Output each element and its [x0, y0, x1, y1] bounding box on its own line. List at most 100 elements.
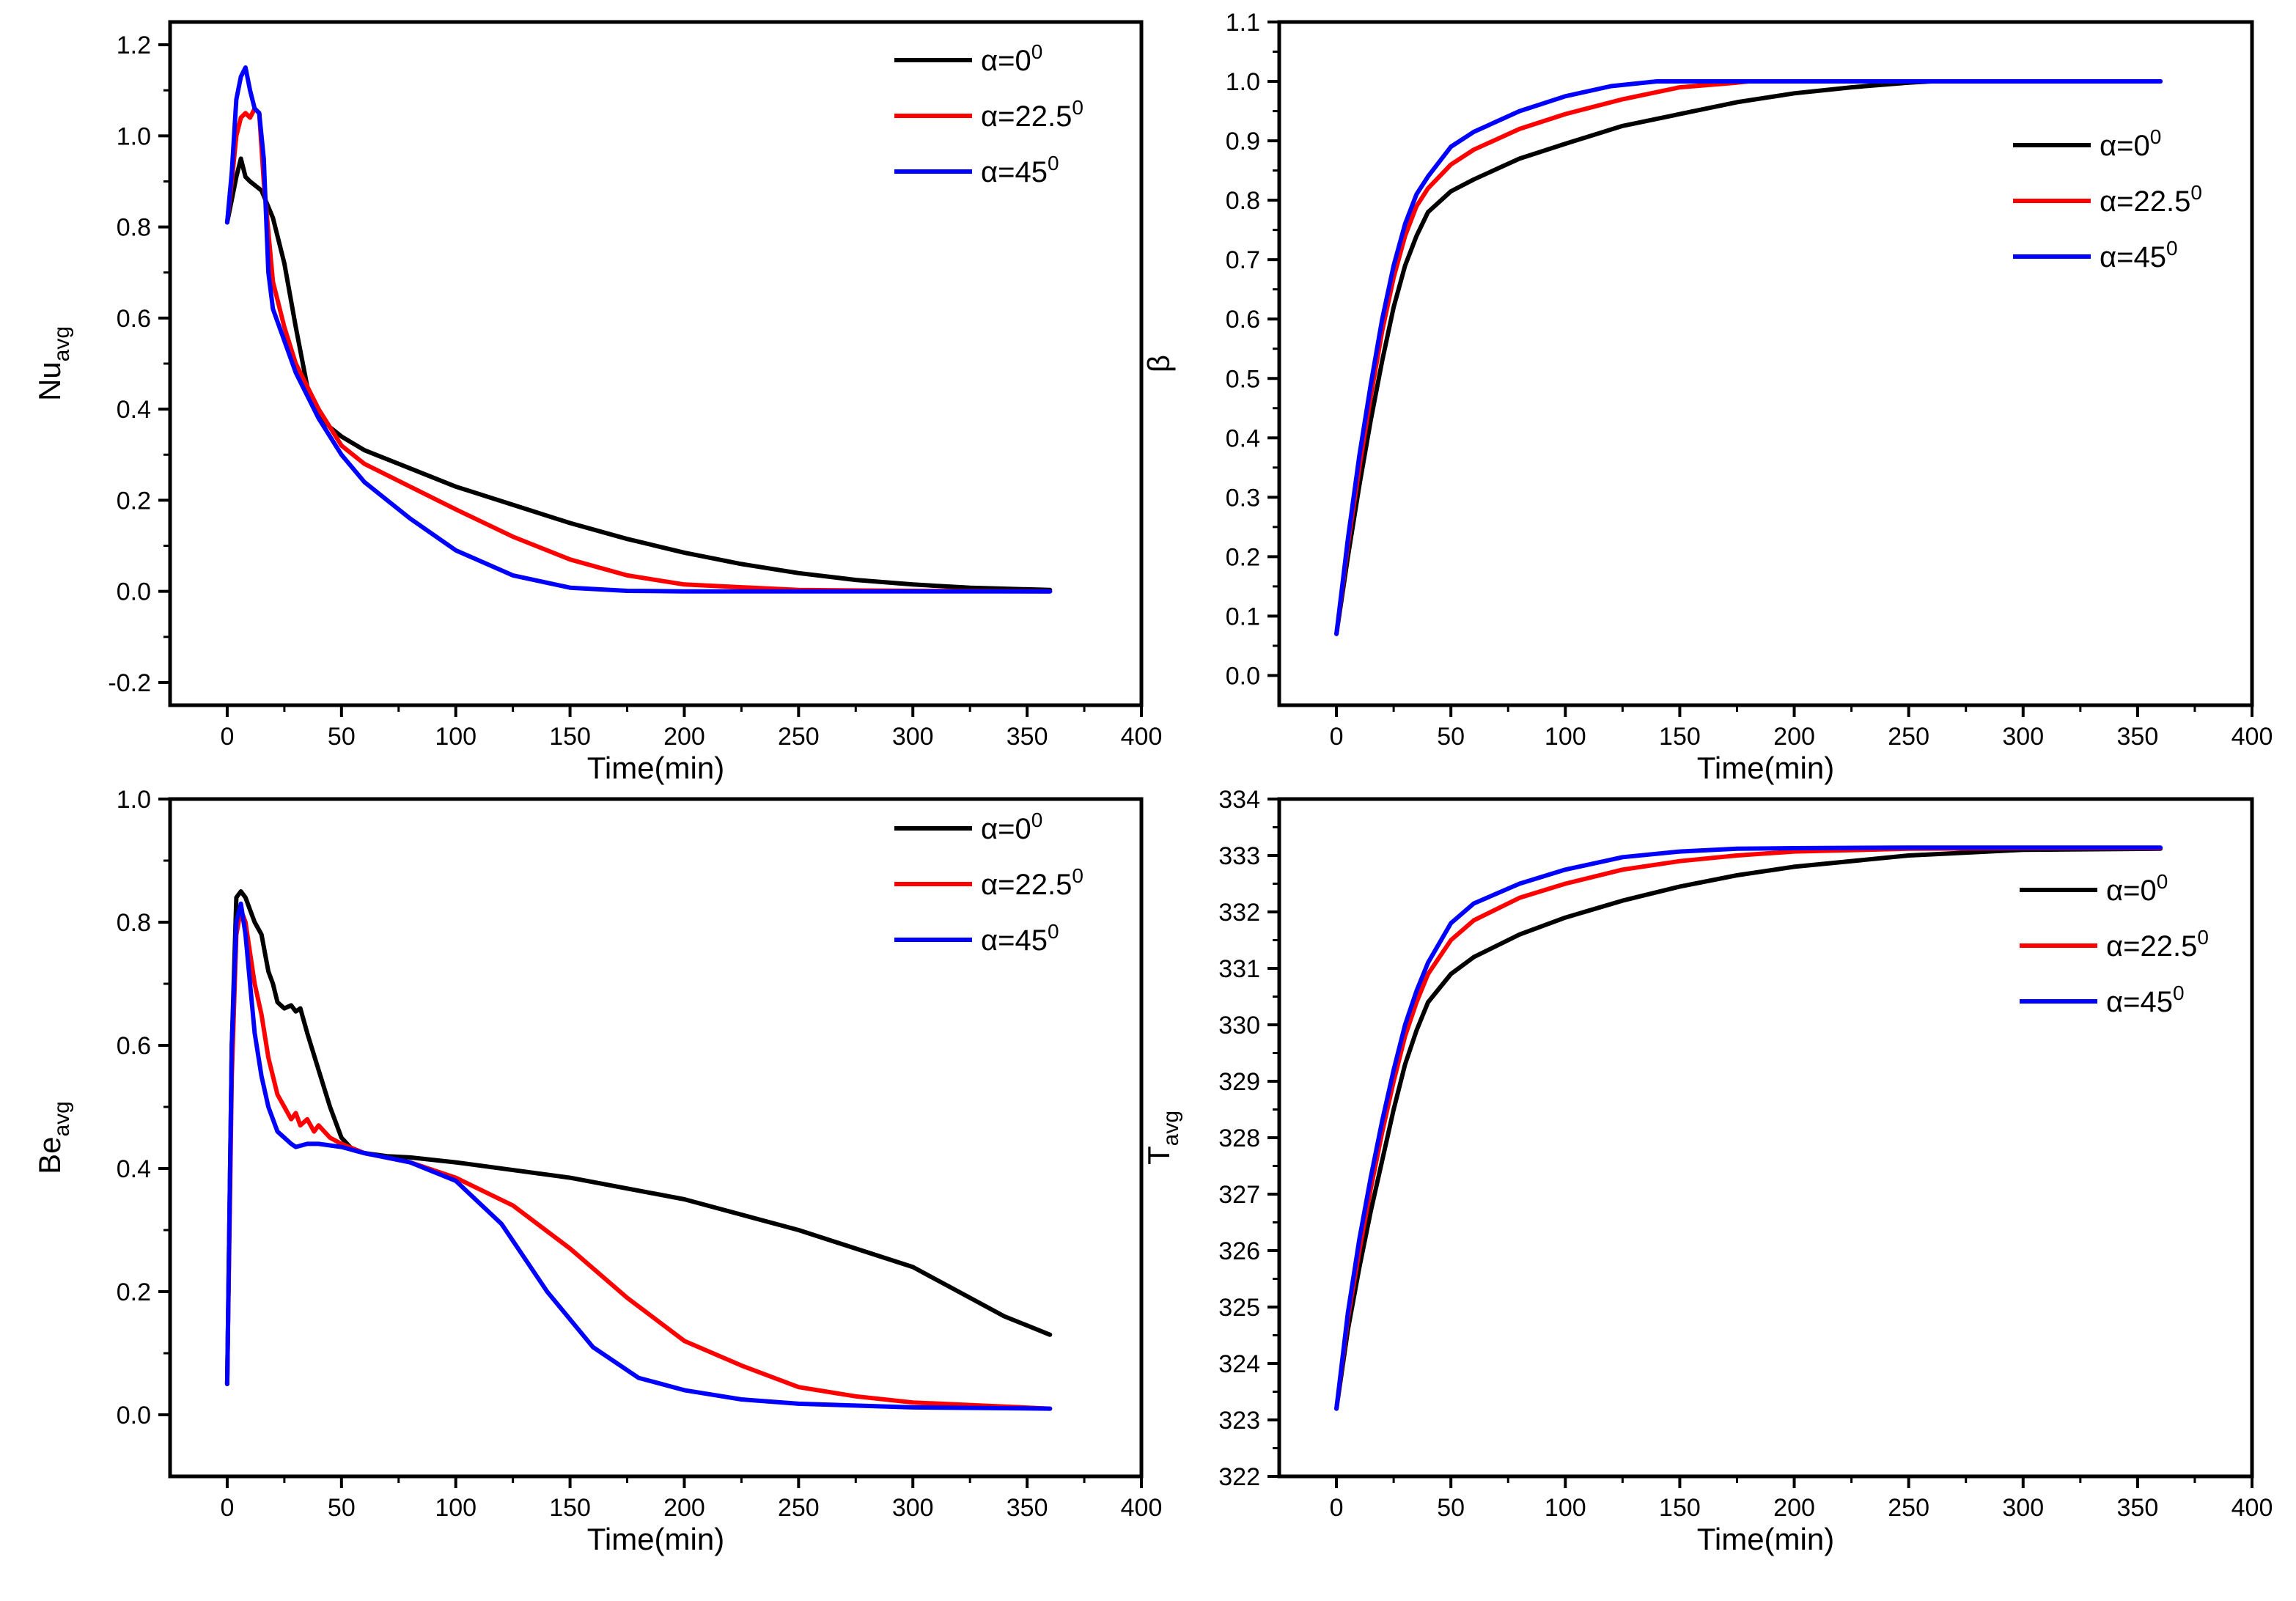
y-axis-title: Nuavg	[32, 326, 74, 401]
legend-label-1: α=00	[981, 40, 1042, 77]
y-tick-label: 0.1	[1226, 603, 1260, 630]
x-tick-label: 200	[1773, 1494, 1815, 1522]
x-tick-label: 350	[1007, 723, 1048, 751]
y-tick-label: 0.0	[117, 1402, 151, 1429]
y-tick-label: 332	[1218, 899, 1260, 927]
x-tick-label: 300	[2002, 723, 2044, 751]
x-tick-label: 300	[892, 723, 934, 751]
x-tick-label: 100	[435, 1494, 477, 1522]
x-axis-title: Time(min)	[587, 751, 724, 785]
series-line-3	[224, 65, 1053, 594]
legend-label-2: α=22.50	[2100, 181, 2202, 218]
y-tick-label: 327	[1218, 1181, 1260, 1209]
x-tick-label: 0	[220, 1494, 234, 1522]
y-axis-title: β	[1141, 355, 1176, 372]
legend-label-1: α=00	[2100, 125, 2161, 162]
series-line-2	[224, 106, 1053, 594]
x-tick-label: 250	[1888, 1494, 1929, 1522]
x-tick-label: 100	[1545, 1494, 1586, 1522]
chart-panel-1: 0 50 100 150 200 250 300 350 400 Time(min) -0.2 0.0…	[32, 20, 1163, 785]
y-tick-label: 0.0	[117, 578, 151, 606]
x-tick-label: 150	[1659, 1494, 1701, 1522]
legend-label-superscript: 0	[2157, 870, 2168, 893]
chart-panel-2: 0 50 100 150 200 250 300 350 400 Time(min) 0.0 0.1 0…	[1141, 9, 2273, 785]
y-tick-label: 329	[1218, 1068, 1260, 1096]
y-tick-label: 0.4	[1226, 424, 1260, 452]
y-tick-label: 0.6	[117, 1032, 151, 1060]
x-tick-label: 0	[1330, 1494, 1344, 1522]
y-tick-label: 0.6	[1226, 306, 1260, 334]
y-tick-label: 0.6	[117, 305, 151, 333]
legend-label-superscript: 0	[1031, 40, 1043, 63]
y-tick-label: 0.2	[1226, 543, 1260, 571]
legend-label-superscript: 0	[2197, 926, 2209, 949]
y-tick-label: 0.7	[1226, 246, 1260, 274]
chart-panel-3: 0 50 100 150 200 250 300 350 400 Time(min) 0.0 0.2 0…	[32, 786, 1162, 1556]
y-tick-label: 330	[1218, 1012, 1260, 1039]
series-line-2	[1334, 79, 2163, 636]
x-tick-label: 50	[1437, 1494, 1465, 1522]
x-tick-label: 50	[328, 723, 356, 751]
x-tick-label: 100	[435, 723, 477, 751]
x-tick-label: 350	[2117, 723, 2159, 751]
y-axis-title: Tavg	[1141, 1111, 1183, 1165]
y-tick-label: 0.0	[1226, 662, 1260, 690]
x-tick-label: 200	[1773, 723, 1815, 751]
series-line-3	[224, 901, 1053, 1411]
y-tick-label: -0.2	[108, 669, 151, 697]
x-tick-label: 150	[1659, 723, 1701, 751]
y-tick-label: 0.4	[117, 1155, 151, 1183]
y-tick-label: 1.0	[1226, 68, 1260, 96]
legend-label-3: α=450	[2100, 237, 2178, 273]
y-tick-label: 326	[1218, 1237, 1260, 1265]
y-tick-label: 0.2	[117, 1278, 151, 1306]
legend-label-superscript: 0	[1031, 809, 1043, 831]
series-line-1	[1334, 846, 2163, 1411]
legend-label-superscript: 0	[1048, 152, 1059, 174]
x-tick-label: 200	[663, 1494, 705, 1522]
x-tick-label: 0	[220, 723, 234, 751]
legend-label-superscript: 0	[2166, 237, 2178, 260]
x-tick-label: 150	[549, 1494, 591, 1522]
y-tick-label: 1.1	[1226, 9, 1260, 37]
y-tick-label: 0.8	[1226, 187, 1260, 215]
y-tick-label: 0.3	[1226, 484, 1260, 512]
y-axis-title-subscript: avg	[50, 326, 74, 361]
legend-label-superscript: 0	[2190, 181, 2202, 204]
y-tick-label: 1.0	[117, 786, 151, 814]
y-tick-label: 0.9	[1226, 128, 1260, 155]
y-tick-label: 324	[1218, 1350, 1260, 1378]
legend-label-superscript: 0	[1072, 864, 1083, 887]
x-tick-label: 50	[1437, 723, 1465, 751]
x-axis-title: Time(min)	[587, 1522, 724, 1556]
x-tick-label: 350	[1007, 1494, 1048, 1522]
x-tick-label: 0	[1330, 723, 1344, 751]
series-line-2	[224, 908, 1053, 1411]
y-axis-title-subscript: avg	[1159, 1111, 1183, 1146]
x-tick-label: 400	[1121, 723, 1163, 751]
series-line-3	[1334, 79, 2163, 636]
x-tick-label: 300	[2002, 1494, 2044, 1522]
x-tick-label: 400	[1121, 1494, 1163, 1522]
x-tick-label: 250	[778, 1494, 820, 1522]
y-tick-label: 0.8	[117, 214, 151, 242]
y-tick-label: 0.4	[117, 396, 151, 424]
legend-label-superscript: 0	[1048, 920, 1059, 943]
legend-label-1: α=00	[981, 809, 1042, 845]
legend-label-2: α=22.50	[2106, 926, 2209, 963]
plot-frame	[168, 797, 1144, 1479]
legend-label-superscript: 0	[2150, 125, 2162, 148]
y-tick-label: 334	[1218, 786, 1260, 814]
legend-label-superscript: 0	[2173, 982, 2185, 1004]
y-tick-label: 323	[1218, 1407, 1260, 1435]
y-tick-label: 0.8	[117, 909, 151, 937]
legend-label-superscript: 0	[1072, 96, 1083, 119]
y-axis-title-subscript: avg	[50, 1101, 74, 1136]
series-line-1	[224, 156, 1053, 592]
legend-label-3: α=450	[981, 152, 1059, 188]
legend-label-2: α=22.50	[981, 864, 1083, 901]
y-tick-label: 1.0	[117, 122, 151, 150]
legend-label-3: α=450	[2106, 982, 2185, 1018]
x-axis-title: Time(min)	[1697, 751, 1834, 785]
